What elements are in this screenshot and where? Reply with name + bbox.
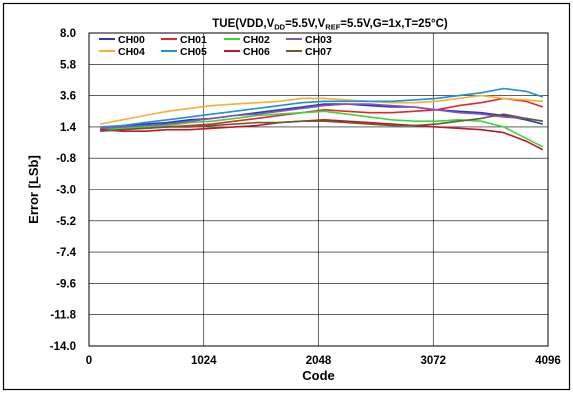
x-tick-label: 2048 [306, 355, 332, 367]
series-line-ch06 [100, 119, 544, 151]
series-line-ch00 [100, 103, 543, 130]
x-tick-label: 0 [86, 355, 92, 367]
axis-ticks: 8.0 5.8 3.6 1.4 -0.8 -3.0 -5.2 -7.4 -9.6 -11.8 -14… [50, 28, 561, 367]
chart-title: TUE(VDD,VDD=5.5V,VREF=5.5V,G=1x,T=25°C) [212, 18, 448, 32]
y-tick-label: -9.6 [56, 278, 76, 290]
y-tick-label: 5.8 [60, 59, 77, 71]
legend-label: CH02 [243, 34, 270, 46]
x-tick-label: 1024 [191, 355, 217, 367]
legend-label: CH00 [118, 34, 145, 46]
legend-label: CH05 [180, 46, 207, 58]
series-line-ch04 [100, 94, 543, 125]
y-tick-label: 8.0 [60, 28, 76, 40]
y-tick-label: -5.2 [56, 216, 76, 228]
legend-label: CH07 [305, 46, 332, 58]
legend-label: CH01 [180, 34, 207, 46]
y-tick-label: 3.6 [60, 91, 76, 103]
legend-label: CH04 [118, 46, 145, 58]
series-line-ch05 [100, 87, 544, 128]
y-tick-label: -3.0 [56, 185, 76, 197]
y-tick-label: -11.8 [50, 310, 76, 322]
legend-label: CH03 [305, 34, 332, 46]
legend: CH00 CH01 CH02 CH03 CH04 CH05 CH06 CH07 [99, 34, 332, 58]
legend-label: CH06 [243, 46, 270, 58]
y-tick-label: -14.0 [50, 341, 76, 353]
series-line-ch07 [100, 113, 543, 132]
y-tick-label: 1.4 [60, 122, 77, 134]
x-axis-label: Code [302, 368, 335, 383]
series-lines [100, 87, 544, 151]
x-tick-label: 4096 [535, 355, 561, 367]
plot-area [88, 32, 549, 347]
series-line-ch02 [100, 110, 544, 148]
y-tick-label: -0.8 [56, 153, 76, 165]
series-line-ch03 [100, 103, 543, 130]
y-axis-label: Error [LSb] [26, 155, 41, 224]
x-tick-label: 3072 [420, 355, 446, 367]
y-tick-label: -7.4 [56, 247, 76, 259]
